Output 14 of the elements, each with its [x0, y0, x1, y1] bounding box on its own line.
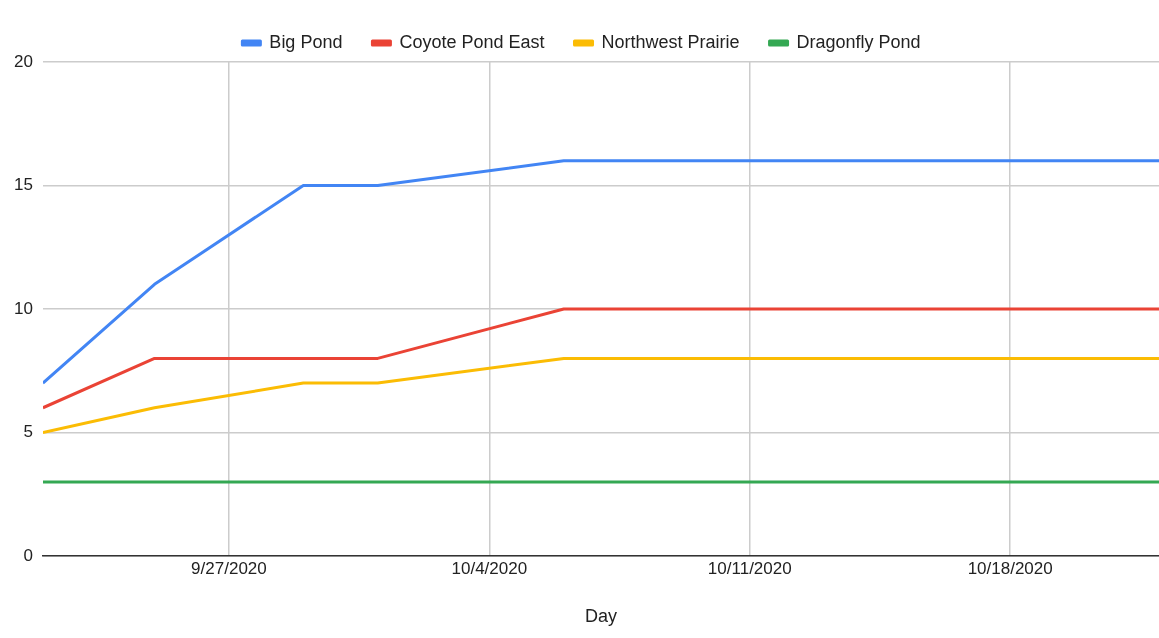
x-tick-label: 10/4/2020 [451, 558, 528, 578]
legend-label: Big Pond [269, 31, 343, 52]
legend-label: Coyote Pond East [399, 31, 545, 52]
y-tick-label: 15 [13, 175, 33, 195]
legend-label: Dragonfly Pond [796, 31, 921, 52]
y-tick-label: 10 [13, 298, 33, 318]
x-tick-label: 10/11/2020 [707, 558, 792, 578]
x-axis-title: Day [584, 606, 617, 627]
y-tick-label: 20 [13, 51, 33, 71]
y-tick-label: 5 [23, 422, 33, 442]
legend-label: Northwest Prairie [601, 31, 740, 52]
x-tick-label: 10/18/2020 [967, 558, 1053, 578]
x-tick-label: 9/27/2020 [191, 558, 267, 578]
y-tick-label: 0 [23, 545, 33, 565]
